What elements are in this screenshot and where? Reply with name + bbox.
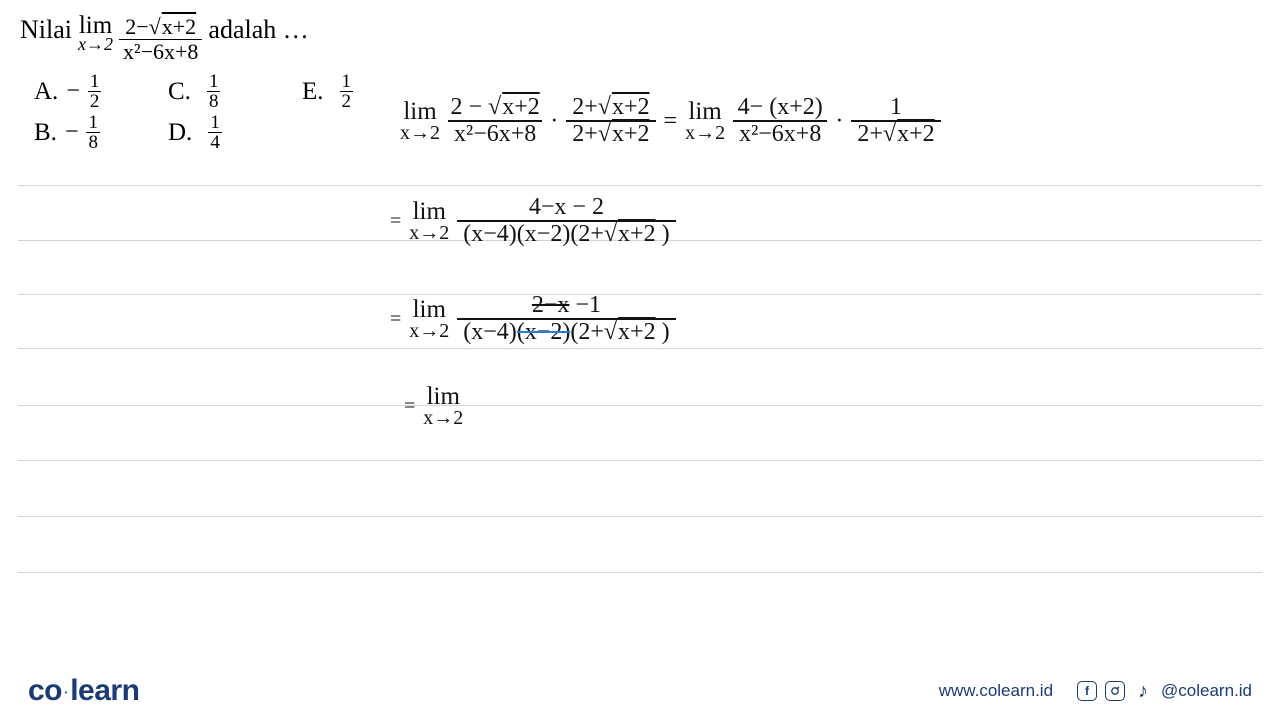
text-nilai: Nilai: [20, 15, 72, 45]
option-b: B. − 1 8: [34, 113, 164, 152]
workstep-2: = lim x→2 4−x − 2 (x−4)(x−2)(2+√x+2 ): [390, 195, 676, 247]
option-d: D. 1 4: [168, 113, 298, 152]
hw-lim-icon: lim x→2: [400, 100, 440, 143]
ruled-line: [18, 572, 1262, 573]
workstep-1: lim x→2 2 − √x+2 x²−6x+8 · 2+√x+2 2+√x+2…: [400, 95, 941, 147]
ruled-line: [18, 185, 1262, 186]
text-adalah: adalah …: [208, 15, 308, 45]
logo-dot-icon: ·: [62, 684, 70, 700]
fraction-denominator: x²−6x+8: [119, 39, 202, 64]
social-links: f ♪ @colearn.id: [1077, 681, 1252, 701]
limit-fraction: 2−√x+2 x²−6x+8: [119, 15, 202, 64]
tiktok-icon: ♪: [1133, 681, 1153, 701]
ruled-line: [18, 460, 1262, 461]
option-a: A. − 1 2: [34, 72, 164, 111]
ruled-line: [18, 348, 1262, 349]
workstep-3: = lim x→2 2−x −1 (x−4)(x−2)(2+√x+2 ): [390, 293, 676, 345]
problem-statement: Nilai lim x→2 2−√x+2 x²−6x+8 adalah …: [20, 15, 1260, 64]
brand-logo: co·learn: [28, 674, 139, 708]
instagram-icon: [1105, 681, 1125, 701]
footer: co·learn www.colearn.id f ♪ @colearn.id: [0, 674, 1280, 708]
option-c: C. 1 8: [168, 72, 298, 111]
footer-right: www.colearn.id f ♪ @colearn.id: [939, 681, 1252, 701]
workstep-4: = lim x→2: [404, 385, 463, 428]
limit-symbol: lim x→2: [78, 15, 113, 52]
facebook-icon: f: [1077, 681, 1097, 701]
footer-handle: @colearn.id: [1161, 681, 1252, 701]
ruled-line: [18, 405, 1262, 406]
fraction-numerator: 2−√x+2: [121, 15, 200, 39]
ruled-line: [18, 516, 1262, 517]
footer-url: www.colearn.id: [939, 681, 1053, 701]
